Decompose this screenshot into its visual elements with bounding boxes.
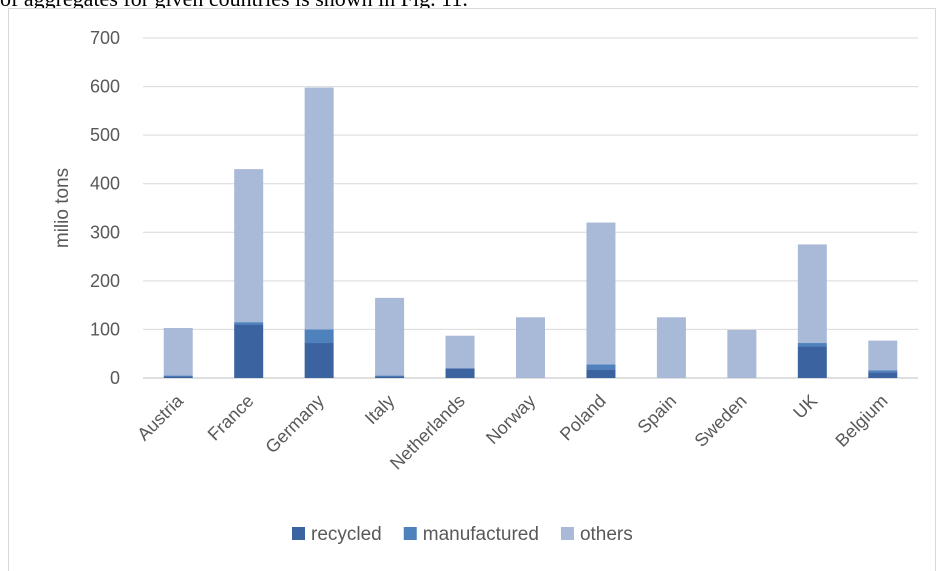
bar-segment-others bbox=[656, 317, 686, 378]
legend-label: others bbox=[580, 524, 633, 545]
bar-segment-manufactured bbox=[375, 375, 405, 377]
y-tick-label: 0 bbox=[110, 368, 120, 388]
x-tick-label: Belgium bbox=[831, 391, 891, 451]
y-tick-label: 200 bbox=[90, 271, 120, 291]
y-tick-label: 100 bbox=[90, 319, 120, 339]
legend: recycled manufactured others bbox=[292, 524, 633, 545]
figure-caption: of aggregates for given countries is sho… bbox=[0, 0, 945, 16]
bar-segment-manufactured bbox=[586, 364, 616, 370]
bar-segment-others bbox=[797, 244, 827, 344]
y-tick-labels: 0 100 200 300 400 500 600 700 bbox=[90, 28, 120, 388]
bar-segment-others bbox=[727, 329, 757, 378]
bar-segment-others bbox=[516, 317, 545, 378]
bar-segment-recycled bbox=[445, 368, 475, 378]
bar-segment-others bbox=[375, 297, 405, 376]
bar-segment-recycled bbox=[586, 369, 616, 378]
bar-segment-others bbox=[445, 335, 475, 369]
y-axis-title: milio tons bbox=[52, 168, 73, 248]
bars bbox=[163, 87, 898, 378]
bar-segment-recycled bbox=[375, 376, 405, 378]
x-tick-label: Poland bbox=[556, 391, 610, 445]
bar-segment-others bbox=[163, 327, 193, 376]
x-tick-label: UK bbox=[789, 391, 821, 423]
bar-segment-others bbox=[868, 340, 898, 371]
x-tick-label: Sweden bbox=[691, 391, 751, 451]
bar-segment-manufactured bbox=[163, 375, 193, 377]
legend-swatch bbox=[292, 527, 305, 540]
bar-segment-recycled bbox=[868, 372, 898, 378]
x-tick-label: Austria bbox=[133, 390, 187, 444]
bar-segment-others bbox=[586, 222, 616, 365]
bar-segment-recycled bbox=[163, 376, 193, 378]
legend-label: manufactured bbox=[423, 524, 539, 545]
legend-swatch bbox=[560, 527, 574, 540]
x-tick-label: Norway bbox=[482, 391, 539, 448]
bar-segment-manufactured bbox=[797, 343, 827, 347]
bar-segment-manufactured bbox=[868, 370, 898, 373]
x-tick-label: Netherlands bbox=[386, 391, 469, 474]
chart-frame bbox=[8, 8, 936, 571]
bar-segment-recycled bbox=[304, 343, 334, 378]
x-tick-label: Italy bbox=[361, 391, 398, 428]
gridlines bbox=[143, 37, 918, 379]
y-tick-label: 300 bbox=[90, 222, 120, 242]
bar-segment-manufactured bbox=[234, 322, 264, 325]
bar-segment-recycled bbox=[234, 324, 264, 378]
legend-swatch bbox=[403, 527, 417, 540]
y-tick-label: 500 bbox=[90, 125, 120, 145]
legend-label: recycled bbox=[311, 524, 382, 545]
x-tick-label: France bbox=[204, 391, 258, 445]
bar-segment-others bbox=[234, 169, 264, 323]
x-tick-label: Germany bbox=[261, 391, 327, 457]
x-tick-label: Spain bbox=[634, 391, 681, 438]
bar-segment-manufactured bbox=[304, 329, 334, 344]
y-tick-label: 400 bbox=[90, 174, 120, 194]
bar-segment-others bbox=[304, 87, 334, 330]
y-tick-label: 700 bbox=[90, 28, 120, 48]
bar-segment-recycled bbox=[797, 346, 827, 378]
y-tick-label: 600 bbox=[90, 77, 120, 97]
